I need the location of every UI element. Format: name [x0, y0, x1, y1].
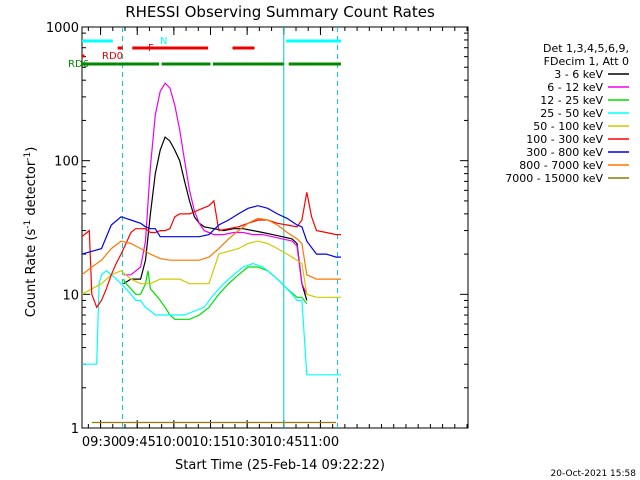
- x-tick-label: 10:15: [192, 435, 229, 450]
- x-axis: 09:30 09:45 10:00 10:15 10:30 10:45 11:00: [82, 27, 468, 450]
- y-tick-label: 100: [54, 155, 79, 170]
- legend-entry-label: 7000 - 15000 keV: [505, 172, 603, 185]
- series-line-1: [123, 82, 308, 295]
- series-line-0: [123, 136, 308, 301]
- series-line-6: [81, 205, 341, 258]
- legend-entry-label: 12 - 25 keV: [540, 94, 603, 107]
- y-label-part: Count Rate (s: [24, 229, 39, 318]
- legend-header: Det 1,3,4,5,6,9,: [543, 42, 629, 55]
- flag-label: RD0: [102, 51, 123, 62]
- series-lines: [81, 82, 341, 424]
- plot-frame: [81, 26, 469, 429]
- legend-entry-label: 800 - 7000 keV: [519, 159, 603, 172]
- x-tick-label: 10:45: [265, 435, 302, 450]
- series-line-3: [82, 262, 341, 376]
- x-tick-label: 10:30: [228, 435, 265, 450]
- legend-entry-label: 300 - 800 keV: [526, 146, 603, 159]
- legend-header: FDecim 1, Att 0: [544, 55, 629, 68]
- legend-entry-label: 100 - 300 keV: [526, 133, 603, 146]
- flag-label: F: [148, 43, 154, 54]
- legend-entry-label: 25 - 50 keV: [540, 107, 603, 120]
- vertical-markers: [122, 27, 339, 428]
- x-tick-label: 09:30: [82, 435, 119, 450]
- y-tick-label: 10: [62, 288, 79, 303]
- flag-label: N: [160, 36, 167, 47]
- x-tick-label: 09:45: [118, 435, 155, 450]
- legend-entry-label: 3 - 6 keV: [554, 68, 603, 81]
- series-line-4: [81, 240, 341, 298]
- y-tick-label: 1: [71, 422, 79, 437]
- y-label-part: detector: [24, 160, 39, 220]
- y-axis-label: Count Rate (s-1 detector-1): [23, 147, 39, 318]
- y-label-part: -1: [23, 152, 33, 161]
- y-label-part: -1: [23, 220, 33, 229]
- y-tick-label: 1000: [46, 21, 79, 36]
- legend-entry-label: 6 - 12 keV: [547, 81, 603, 94]
- legend: Det 1,3,4,5,6,9,FDecim 1, Att 03 - 6 keV…: [505, 42, 629, 185]
- y-label-part: ): [24, 147, 39, 152]
- date-stamp: 20-Oct-2021 15:58: [551, 469, 637, 479]
- series-line-5: [81, 192, 341, 309]
- x-tick-label: 10:00: [155, 435, 192, 450]
- x-axis-label: Start Time (25-Feb-14 09:22:22): [175, 458, 385, 473]
- flag-bars: NF RD0 RD6: [68, 36, 341, 70]
- flag-label: RD6: [68, 59, 89, 70]
- legend-entry-label: 50 - 100 keV: [533, 120, 603, 133]
- x-tick-label: 11:00: [302, 435, 339, 450]
- chart-title: RHESSI Observing Summary Count Rates: [125, 3, 435, 21]
- series-line-7: [81, 217, 341, 280]
- y-axis: 1 10 100 1000: [46, 21, 468, 437]
